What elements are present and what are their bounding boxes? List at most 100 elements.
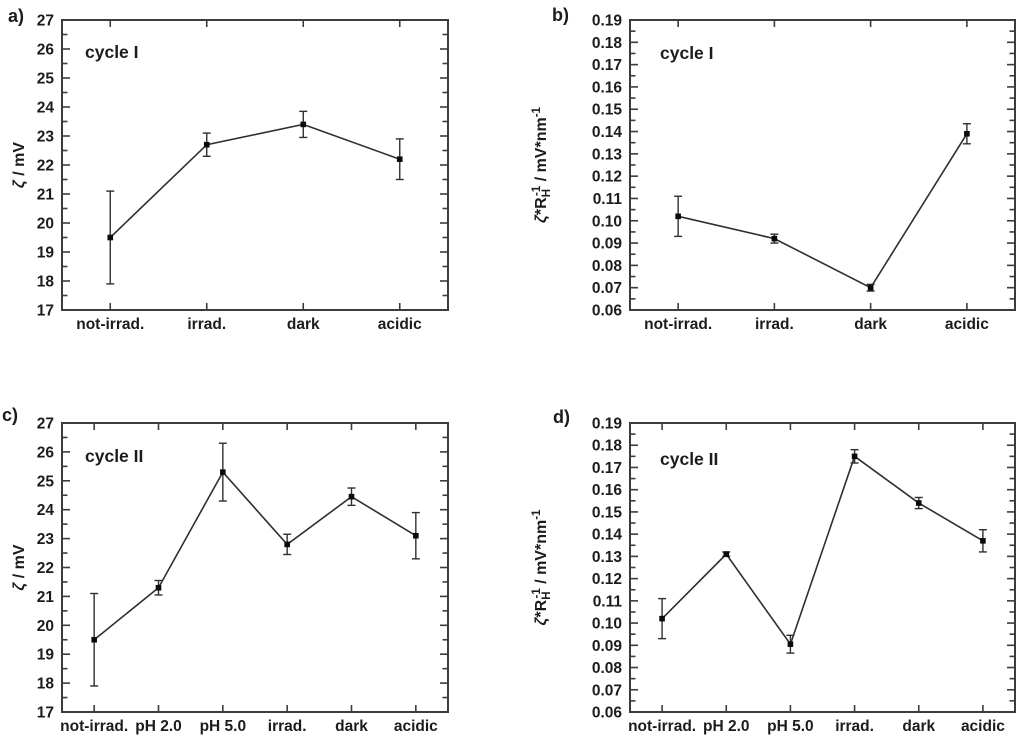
data-point [413,532,419,539]
data-point [851,453,858,460]
y-axis-ticks [63,436,447,699]
y-axis-ticks [631,30,1014,300]
y-tick-label: 25 [37,71,55,88]
chart-canvas-c: 17 18 19 20 21 22 23 24 25 26 27 not-irrad. pH 2.0 pH… [11,416,449,735]
y-tick-label: 0.12 [592,571,622,588]
data-point [203,141,210,148]
y-tick-labels: 17 18 19 20 21 22 23 24 25 26 27 [37,416,55,722]
y-axis-ticks [63,33,447,297]
data-point [659,615,665,622]
data-point [964,130,970,137]
data-point [915,500,922,506]
data-point [220,469,226,475]
data-point [723,551,730,557]
y-tick-label: 18 [37,274,55,291]
data-line [677,133,968,289]
data-point [787,641,794,647]
x-tick-label: dark [854,316,887,333]
x-axis-ticks [109,21,401,309]
x-axis-ticks [677,21,968,309]
y-tick-label: 23 [37,531,55,548]
panel-letter-c: c) [2,405,18,425]
y-tick-labels: 17 18 19 20 21 22 23 24 25 26 27 [37,13,55,320]
y-tick-label: 0.10 [592,616,622,633]
x-tick-labels: not-irrad. irrad. dark acidic [76,316,422,333]
y-tick-label: 0.14 [592,124,623,141]
x-tick-label: pH 5.0 [200,718,247,735]
data-point [396,156,403,162]
y-tick-label: 0.11 [593,593,623,610]
x-tick-label: not-irrad. [644,316,712,333]
chart-a: a) cycle I 17 18 19 20 21 22 23 24 25 26 27 not-irr… [8,6,449,333]
y-tick-label: 0.11 [593,191,623,208]
data-line [93,470,417,641]
data-markers [107,121,403,241]
y-tick-label: 17 [37,303,54,320]
y-tick-label: 0.13 [592,549,623,566]
panel-letter-b: b) [552,5,569,25]
y-tick-label: 22 [37,158,54,175]
x-tick-labels: not-irrad. pH 2.0 pH 5.0 irrad. dark acidic [60,718,438,735]
x-tick-label: pH 5.0 [767,718,814,735]
data-point [91,636,97,643]
y-tick-label: 0.15 [592,102,623,119]
y-tick-label: 0.14 [592,527,623,544]
y-tick-label: 19 [37,245,55,262]
y-tick-label: 0.19 [592,13,623,30]
y-tick-label: 0.09 [592,638,623,655]
y-axis-title: ζ*RH-1 / mV*nm-1 [531,106,553,223]
y-tick-label: 26 [37,42,55,59]
data-point [348,493,355,500]
x-tick-label: acidic [961,718,1005,735]
chart-canvas-d: 0.06 0.07 0.08 0.09 0.10 0.11 0.12 0.13 0.14 0.15… [531,416,1016,735]
plot-border [629,422,1016,713]
y-tick-label: 0.10 [592,213,622,230]
y-tick-labels: 0.06 0.07 0.08 0.09 0.10 0.11 0.12 0.13 0.14 0.15… [592,416,623,722]
y-tick-label: 0.19 [592,416,623,433]
x-tick-label: irrad. [835,718,874,735]
y-tick-label: 27 [37,13,54,30]
x-axis-ticks [661,424,984,711]
panel-b: b) cycle I 0.06 0.07 0.08 0.09 0.10 0.11 0.12 0… [512,0,1024,345]
x-tick-label: irrad. [755,316,794,333]
x-tick-label: acidic [378,316,422,333]
x-tick-label: dark [902,718,935,735]
y-tick-label: 0.17 [592,460,622,477]
y-axis-ticks [631,433,1014,702]
data-markers [91,469,419,643]
panel-letter-d: d) [553,407,570,427]
data-line [661,455,984,646]
x-axis-ticks [93,424,417,711]
y-tick-label: 0.07 [592,682,622,699]
y-tick-label: 0.15 [592,504,623,521]
data-point [771,235,778,242]
y-tick-label: 25 [37,473,55,490]
y-axis-title: ζ / mV [11,142,28,188]
data-point [300,121,307,128]
y-tick-label: 0.09 [592,236,623,253]
y-tick-label: 24 [37,100,55,117]
chart-canvas-b: 0.06 0.07 0.08 0.09 0.10 0.11 0.12 0.13 0.14 0.15… [531,13,1016,333]
y-tick-label: 0.16 [592,482,623,499]
chart-c: c) cycle II 17 18 19 20 21 22 23 24 25 26 27 not-ir… [2,405,449,735]
x-tick-labels: not-irrad. pH 2.0 pH 5.0 irrad. dark acidic [628,718,1005,735]
data-point [155,584,162,591]
panel-a: a) cycle I 17 18 19 20 21 22 23 24 25 26 27 not-irr… [0,0,512,345]
error-bars [674,123,971,292]
chart-d: d) cycle II 0.06 0.07 0.08 0.09 0.10 0.11 0.12… [531,407,1016,735]
x-tick-label: not-irrad. [628,718,696,735]
plot-border [61,19,449,311]
plot-border [629,19,1016,311]
y-axis-title: ζ / mV [11,544,28,590]
chart-annotation-a: cycle I [85,42,139,62]
data-line [109,123,401,239]
x-tick-label: irrad. [187,316,226,333]
x-tick-label: dark [335,718,368,735]
y-tick-label: 0.12 [592,169,622,186]
y-tick-labels: 0.06 0.07 0.08 0.09 0.10 0.11 0.12 0.13 0.14 0.15… [592,13,623,320]
x-tick-label: pH 2.0 [135,718,182,735]
data-point [284,541,290,548]
y-tick-label: 19 [37,647,55,664]
y-tick-label: 23 [37,129,55,146]
